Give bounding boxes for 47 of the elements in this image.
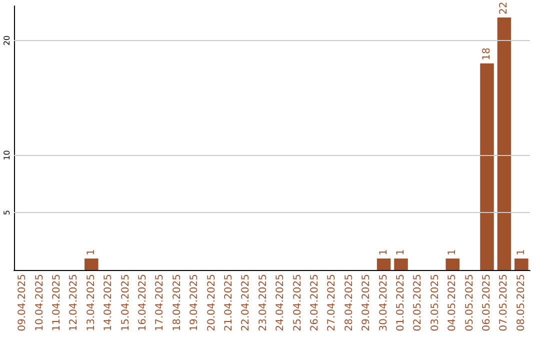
- x-tick-label: 06.05.2025: [482, 274, 492, 332]
- x-tick-label: 19.04.2025: [189, 274, 200, 332]
- bar: [394, 258, 408, 270]
- bar: [514, 258, 528, 270]
- y-tick-label: 5: [2, 210, 12, 216]
- x-tick-label: 02.05.2025: [412, 274, 424, 332]
- x-tick-label: 23.04.2025: [258, 274, 269, 332]
- bar: [497, 17, 512, 270]
- data-label: 1: [378, 249, 390, 256]
- x-tick-label: 30.04.2025: [378, 274, 390, 332]
- x-tick-label: 07.05.2025: [498, 274, 510, 332]
- x-tick-label: 05.05.2025: [464, 274, 476, 332]
- x-tick-label: 13.04.2025: [86, 274, 97, 332]
- data-label: 1: [396, 249, 406, 256]
- x-tick-label: 10.04.2025: [34, 274, 46, 332]
- data-label: 22: [498, 2, 510, 14]
- x-tick-label: 29.04.2025: [361, 274, 372, 332]
- data-label: 1: [86, 249, 97, 256]
- bar: [446, 258, 460, 270]
- x-tick-label: 16.04.2025: [138, 274, 148, 332]
- x-tick-label: 25.04.2025: [292, 274, 304, 332]
- bar: [480, 63, 494, 270]
- y-tick-label: 10: [2, 150, 12, 160]
- x-tick-label: 08.05.2025: [516, 274, 527, 332]
- x-tick-label: 03.05.2025: [430, 274, 441, 332]
- bar: [376, 258, 391, 270]
- x-tick-label: 22.04.2025: [240, 274, 252, 332]
- x-tick-label: 04.05.2025: [447, 274, 458, 332]
- x-tick-label: 17.04.2025: [154, 274, 166, 332]
- bar: [84, 258, 98, 270]
- x-tick-label: 21.04.2025: [224, 274, 234, 332]
- data-label: 1: [516, 249, 527, 256]
- x-tick-label: 24.04.2025: [275, 274, 286, 332]
- data-label: 1: [447, 249, 458, 256]
- x-tick-label: 11.04.2025: [52, 274, 62, 332]
- x-tick-label: 12.04.2025: [68, 274, 80, 332]
- x-tick-label: 01.05.2025: [396, 274, 406, 332]
- x-tick-label: 27.04.2025: [326, 274, 338, 332]
- x-tick-label: 09.04.2025: [17, 274, 28, 332]
- data-label: 18: [482, 48, 492, 60]
- x-tick-label: 26.04.2025: [310, 274, 320, 332]
- y-tick-label: 20: [2, 35, 12, 46]
- x-tick-label: 20.04.2025: [206, 274, 218, 332]
- x-tick-label: 15.04.2025: [120, 274, 132, 332]
- x-tick-label: 14.04.2025: [103, 274, 114, 332]
- x-tick-label: 28.04.2025: [344, 274, 355, 332]
- x-tick-label: 18.04.2025: [172, 274, 183, 332]
